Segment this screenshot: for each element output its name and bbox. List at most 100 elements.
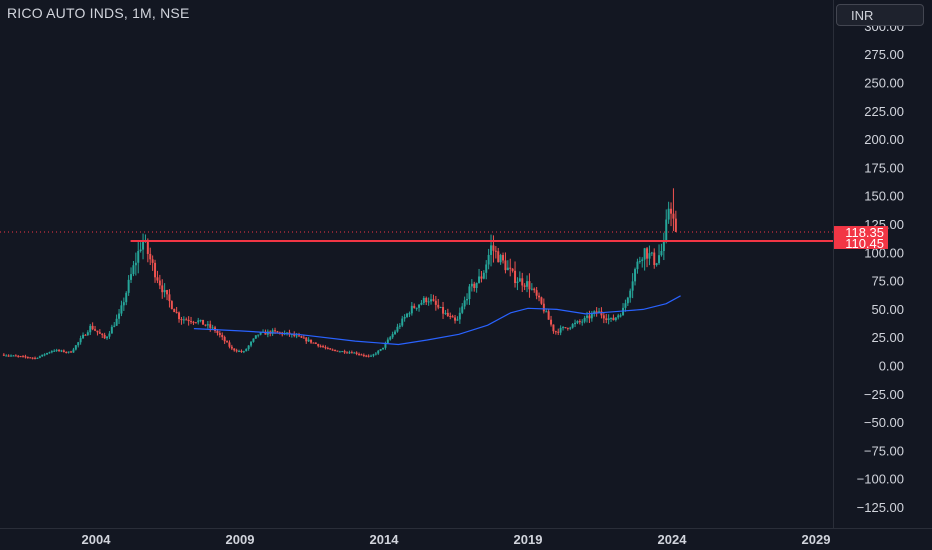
candle-body [672,213,675,219]
candle-body [180,319,183,321]
candle-body [401,318,404,326]
candle-body [458,312,461,320]
candle-body [540,297,543,304]
symbol-title[interactable]: RICO AUTO INDS, 1M, NSE [7,5,190,21]
candle-body [574,322,577,325]
candle-body [648,253,651,259]
candle-body [206,324,209,326]
candle-body [216,330,219,334]
candle-body [449,315,452,317]
candle-body [89,325,92,333]
candle-body [542,303,545,312]
candle-body [358,353,361,355]
candle-body [24,356,27,358]
candle-body [643,248,646,260]
candle-body [370,355,373,357]
candle-body [384,343,387,348]
candle-body [50,351,53,353]
candle-body [490,245,493,255]
candle-body [254,335,257,339]
candle-body [504,260,507,271]
candle-body [430,299,433,302]
candle-body [62,350,65,352]
candle-body [77,342,80,346]
time-axis: 2004 2009 2014 2019 2024 2029 [82,532,831,547]
candle-body [84,334,87,336]
candle-body [158,280,161,286]
price-axis-label: 150.00 [864,189,904,204]
candle-body [602,315,605,319]
candle-body [516,281,519,284]
candle-body [406,313,409,317]
candle-body [583,317,586,322]
price-axis-label: −50.00 [864,415,904,430]
candle-body [307,339,310,342]
candle-body [545,311,548,313]
candle-body [629,290,632,298]
candle-body [264,331,267,335]
candle-body [413,305,416,308]
candle-body [341,351,344,353]
candle-body [566,327,569,329]
candle-body [22,356,25,358]
candle-body [403,316,406,319]
candle-body [230,346,233,349]
candle-body [173,308,176,313]
candle-body [10,355,13,357]
candle-body [298,335,301,337]
candle-body [528,281,531,290]
moving-average-series [193,295,681,346]
currency-button[interactable]: INR [836,4,924,26]
candle-body [302,337,305,339]
moving-average-line [193,295,681,346]
candle-body [322,346,325,348]
candle-body [125,292,128,303]
candle-body [259,332,262,335]
candle-body [446,312,449,316]
price-axis-label: −100.00 [857,472,904,487]
candle-body [329,348,332,350]
candle-body [480,276,483,279]
candle-body [175,312,178,314]
candle-body [653,252,656,266]
candle-body [612,317,615,321]
candle-body [122,302,125,306]
candle-body [250,341,253,346]
candle-body [242,351,245,353]
candle-body [38,356,41,358]
candle-body [2,354,5,356]
candle-body [12,355,15,357]
candle-body [336,350,339,352]
candle-body [53,350,56,352]
candle-body [305,337,308,342]
candle-body [550,319,553,325]
candle-body [151,259,154,263]
candle-body [343,351,346,353]
candle-body [353,352,356,354]
candle-body [295,335,298,337]
candle-body [502,255,505,261]
price-axis-label: −25.00 [864,387,904,402]
price-axis-label: 175.00 [864,160,904,175]
candle-body [223,337,226,342]
candle-body [427,301,430,303]
candle-body [101,333,104,335]
candle-body [521,278,524,286]
candle-body [19,356,22,358]
candle-body [562,327,565,329]
candle-body [132,265,135,275]
time-axis-label: 2029 [802,532,831,547]
candle-body [485,264,488,273]
candle-body [46,352,49,355]
candle-body [660,251,663,256]
candle-body [499,255,502,263]
candle-body [182,319,185,321]
candle-body [103,334,106,339]
candle-body [641,259,644,261]
candle-body [595,311,598,313]
candle-body [514,270,517,284]
candle-body [619,315,622,317]
candle-body [235,350,238,352]
